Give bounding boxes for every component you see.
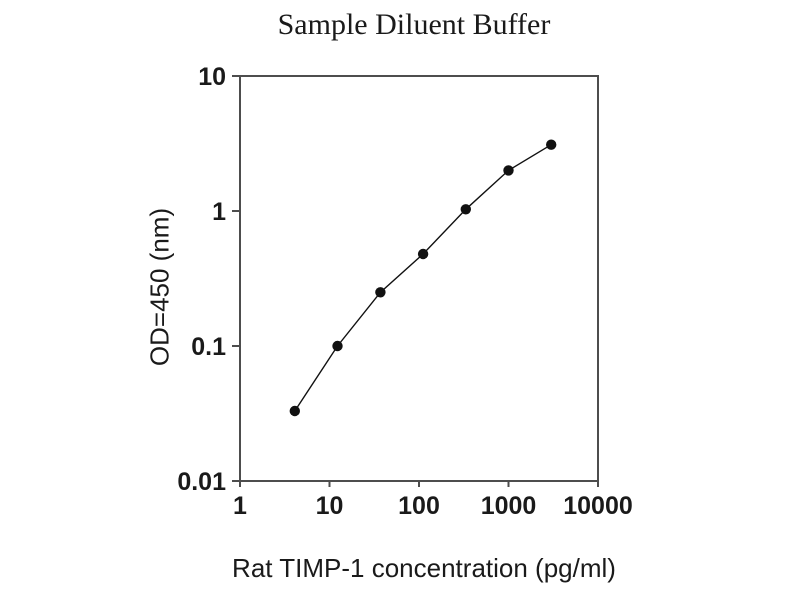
x-tick-label: 100 xyxy=(398,492,440,520)
x-tick-label: 10 xyxy=(316,492,344,520)
data-point xyxy=(503,165,514,176)
y-tick-label: 10 xyxy=(198,63,226,91)
x-tick-label: 10000 xyxy=(563,492,633,520)
y-tick-label: 0.1 xyxy=(191,333,226,361)
data-point xyxy=(289,405,300,417)
data-point xyxy=(417,248,429,260)
x-tick-label: 1000 xyxy=(481,492,537,520)
series-line xyxy=(294,144,552,412)
y-tick-label: 0.01 xyxy=(177,468,226,496)
x-axis-title: Rat TIMP-1 concentration (pg/ml) xyxy=(232,553,616,583)
chart-title: Sample Diluent Buffer xyxy=(277,8,551,41)
data-point xyxy=(546,139,557,150)
data-point xyxy=(460,204,471,215)
data-point xyxy=(375,287,386,298)
y-axis-title: OD=450 (nm) xyxy=(144,207,175,367)
x-tick-label: 1 xyxy=(233,492,247,520)
plot-frame xyxy=(239,75,599,482)
data-point xyxy=(332,340,343,352)
y-tick-label: 1 xyxy=(212,198,226,226)
